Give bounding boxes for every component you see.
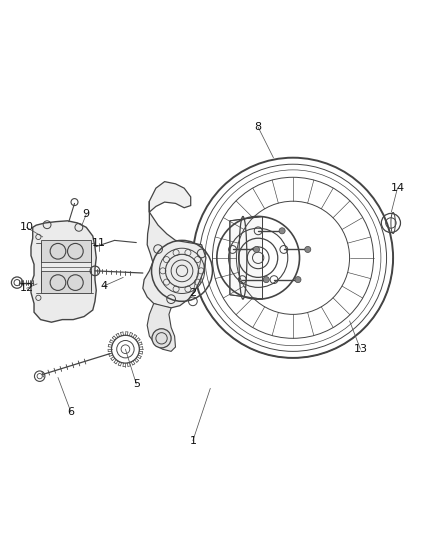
Polygon shape (147, 303, 176, 351)
Circle shape (295, 277, 301, 282)
Polygon shape (41, 240, 91, 262)
Circle shape (254, 246, 259, 253)
Text: 14: 14 (390, 183, 405, 193)
Polygon shape (41, 271, 91, 293)
Polygon shape (230, 216, 262, 299)
Text: 11: 11 (92, 238, 106, 247)
Circle shape (263, 277, 269, 282)
Polygon shape (31, 221, 96, 322)
Text: 1: 1 (189, 435, 196, 446)
Circle shape (279, 228, 285, 234)
Polygon shape (149, 182, 191, 212)
Text: 4: 4 (100, 281, 107, 291)
Text: 5: 5 (133, 379, 140, 389)
Text: 9: 9 (83, 209, 90, 219)
Text: 6: 6 (67, 407, 74, 417)
Polygon shape (143, 201, 206, 308)
Text: 10: 10 (20, 222, 34, 232)
Text: 2: 2 (189, 288, 197, 297)
Text: 8: 8 (254, 122, 262, 132)
Circle shape (305, 246, 311, 253)
Circle shape (152, 329, 171, 348)
Text: 12: 12 (20, 283, 34, 293)
Text: 13: 13 (353, 344, 367, 354)
